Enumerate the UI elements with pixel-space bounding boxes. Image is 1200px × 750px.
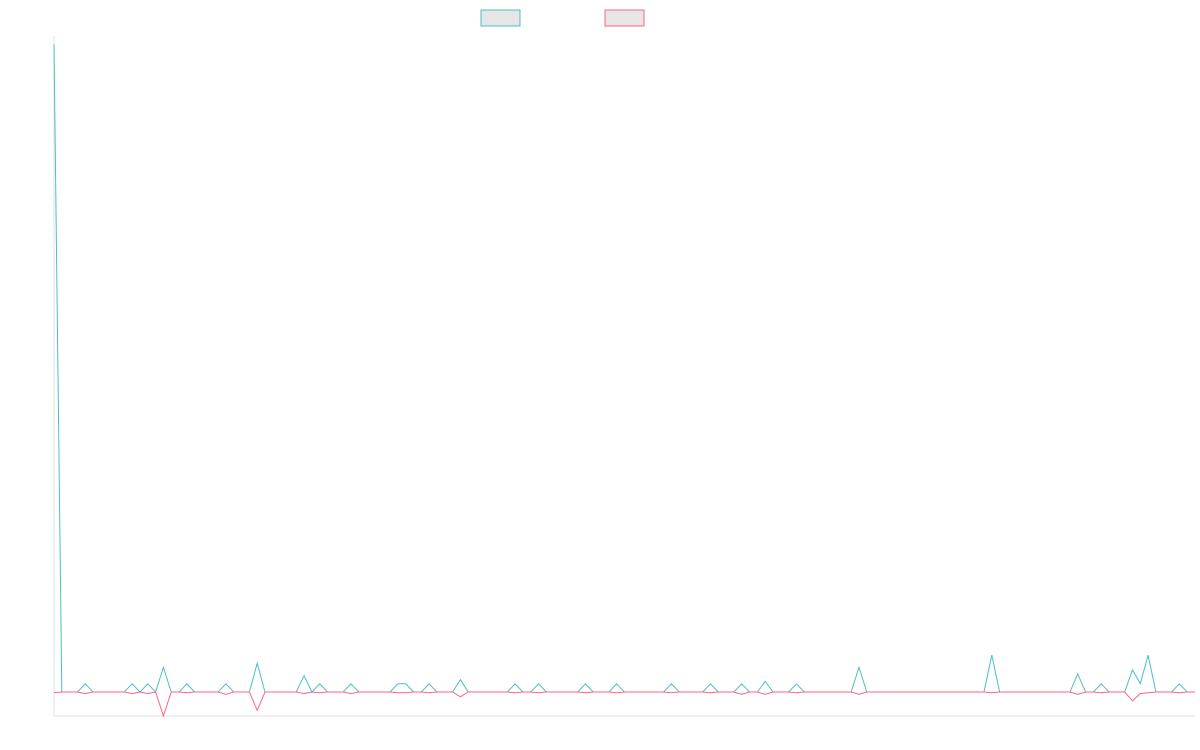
axes: [53, 36, 1195, 717]
legend-swatch-series-1[interactable]: [480, 9, 521, 27]
legend: [480, 9, 645, 27]
series-group: [53, 44, 1195, 718]
series-line-1: [53, 44, 1195, 693]
series-line-2: [53, 691, 1195, 718]
legend-swatch-series-2[interactable]: [604, 9, 645, 27]
